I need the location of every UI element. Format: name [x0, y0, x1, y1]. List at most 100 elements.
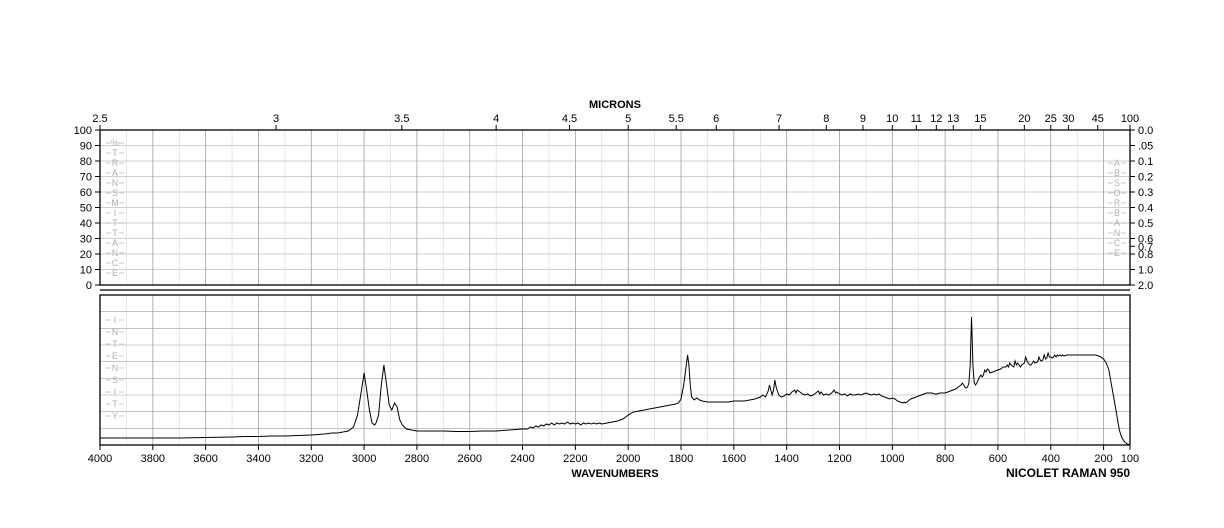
svg-text:I: I [114, 387, 117, 397]
svg-text:0.8: 0.8 [1138, 249, 1153, 261]
svg-text:0.2: 0.2 [1138, 172, 1153, 184]
svg-text:60: 60 [80, 187, 92, 199]
svg-text:10: 10 [80, 265, 92, 277]
svg-text:100: 100 [1121, 113, 1139, 125]
svg-text:N: N [112, 327, 119, 337]
svg-text:I: I [114, 315, 117, 325]
svg-text:80: 80 [80, 156, 92, 168]
svg-text:M: M [111, 198, 119, 208]
svg-text:5.5: 5.5 [669, 113, 684, 125]
svg-text:2.5: 2.5 [92, 113, 107, 125]
svg-text:E: E [112, 351, 118, 361]
svg-text:0.1: 0.1 [1138, 156, 1153, 168]
svg-text:70: 70 [80, 172, 92, 184]
svg-text:Y: Y [112, 411, 118, 421]
svg-text:1600: 1600 [722, 453, 746, 465]
svg-text:15: 15 [974, 113, 986, 125]
svg-text:1000: 1000 [880, 453, 904, 465]
svg-text:N: N [1114, 228, 1121, 238]
svg-text:3600: 3600 [193, 453, 217, 465]
svg-text:N: N [112, 363, 119, 373]
svg-text:WAVENUMBERS: WAVENUMBERS [571, 468, 658, 480]
svg-text:30: 30 [1062, 113, 1074, 125]
svg-text:A: A [1114, 218, 1120, 228]
svg-text:I: I [114, 208, 117, 218]
svg-text:2000: 2000 [616, 453, 640, 465]
svg-text:B: B [1114, 168, 1120, 178]
svg-text:400: 400 [1042, 453, 1060, 465]
svg-text:T: T [112, 218, 118, 228]
svg-text:N: N [112, 248, 119, 258]
svg-text:1400: 1400 [774, 453, 798, 465]
svg-text:100: 100 [1121, 453, 1139, 465]
svg-text:4.5: 4.5 [562, 113, 577, 125]
svg-text:3400: 3400 [246, 453, 270, 465]
svg-text:13: 13 [947, 113, 959, 125]
svg-text:20: 20 [1018, 113, 1030, 125]
svg-text:10: 10 [886, 113, 898, 125]
svg-text:0: 0 [86, 280, 92, 292]
svg-text:4: 4 [493, 113, 499, 125]
svg-text:45: 45 [1092, 113, 1104, 125]
svg-text:1800: 1800 [669, 453, 693, 465]
svg-text:E: E [112, 268, 118, 278]
svg-text:NICOLET RAMAN 950: NICOLET RAMAN 950 [1006, 466, 1130, 480]
svg-text:3.5: 3.5 [394, 113, 409, 125]
svg-text:S: S [112, 375, 118, 385]
svg-text:5: 5 [625, 113, 631, 125]
svg-text:25: 25 [1045, 113, 1057, 125]
spectrum-chart: 2.533.544.555.56789101112131520253045100… [0, 0, 1224, 528]
svg-text:11: 11 [911, 113, 922, 125]
svg-text:7: 7 [776, 113, 782, 125]
svg-text:3: 3 [273, 113, 279, 125]
svg-text:30: 30 [80, 234, 92, 246]
svg-text:.05: .05 [1138, 141, 1153, 153]
svg-text:2400: 2400 [510, 453, 534, 465]
svg-text:E: E [1114, 248, 1120, 258]
svg-text:800: 800 [936, 453, 954, 465]
svg-text:O: O [1113, 188, 1120, 198]
svg-text:12: 12 [930, 113, 942, 125]
svg-text:N: N [112, 178, 119, 188]
svg-text:T: T [112, 228, 118, 238]
svg-text:T: T [112, 399, 118, 409]
svg-text:3000: 3000 [352, 453, 376, 465]
svg-text:R: R [112, 158, 119, 168]
svg-text:1.0: 1.0 [1138, 265, 1153, 277]
svg-text:9: 9 [860, 113, 866, 125]
svg-text:S: S [1114, 178, 1120, 188]
svg-text:200: 200 [1094, 453, 1112, 465]
svg-text:40: 40 [80, 218, 92, 230]
svg-text:0.4: 0.4 [1138, 203, 1153, 215]
svg-text:B: B [1114, 208, 1120, 218]
svg-text:C: C [112, 258, 119, 268]
svg-text:0.3: 0.3 [1138, 187, 1153, 199]
svg-text:100: 100 [74, 125, 92, 137]
svg-text:T: T [112, 339, 118, 349]
svg-text:S: S [112, 188, 118, 198]
svg-text:3200: 3200 [299, 453, 323, 465]
svg-text:0.5: 0.5 [1138, 218, 1153, 230]
svg-text:6: 6 [713, 113, 719, 125]
svg-text:2600: 2600 [458, 453, 482, 465]
svg-text:A: A [1114, 158, 1120, 168]
svg-text:A: A [112, 238, 118, 248]
svg-text:T: T [112, 148, 118, 158]
svg-text:3800: 3800 [141, 453, 165, 465]
svg-text:C: C [1114, 238, 1121, 248]
svg-text:MICRONS: MICRONS [589, 99, 641, 111]
svg-text:2800: 2800 [405, 453, 429, 465]
svg-text:4000: 4000 [88, 453, 112, 465]
svg-text:R: R [1114, 198, 1121, 208]
svg-text:2.0: 2.0 [1138, 280, 1153, 292]
svg-text:A: A [112, 168, 118, 178]
svg-text:50: 50 [80, 203, 92, 215]
svg-text:2200: 2200 [563, 453, 587, 465]
svg-text:600: 600 [989, 453, 1007, 465]
svg-text:1200: 1200 [827, 453, 851, 465]
svg-text:90: 90 [80, 141, 92, 153]
svg-text:20: 20 [80, 249, 92, 261]
svg-text:%: % [111, 138, 119, 148]
svg-text:8: 8 [823, 113, 829, 125]
svg-text:0.0: 0.0 [1138, 125, 1153, 137]
